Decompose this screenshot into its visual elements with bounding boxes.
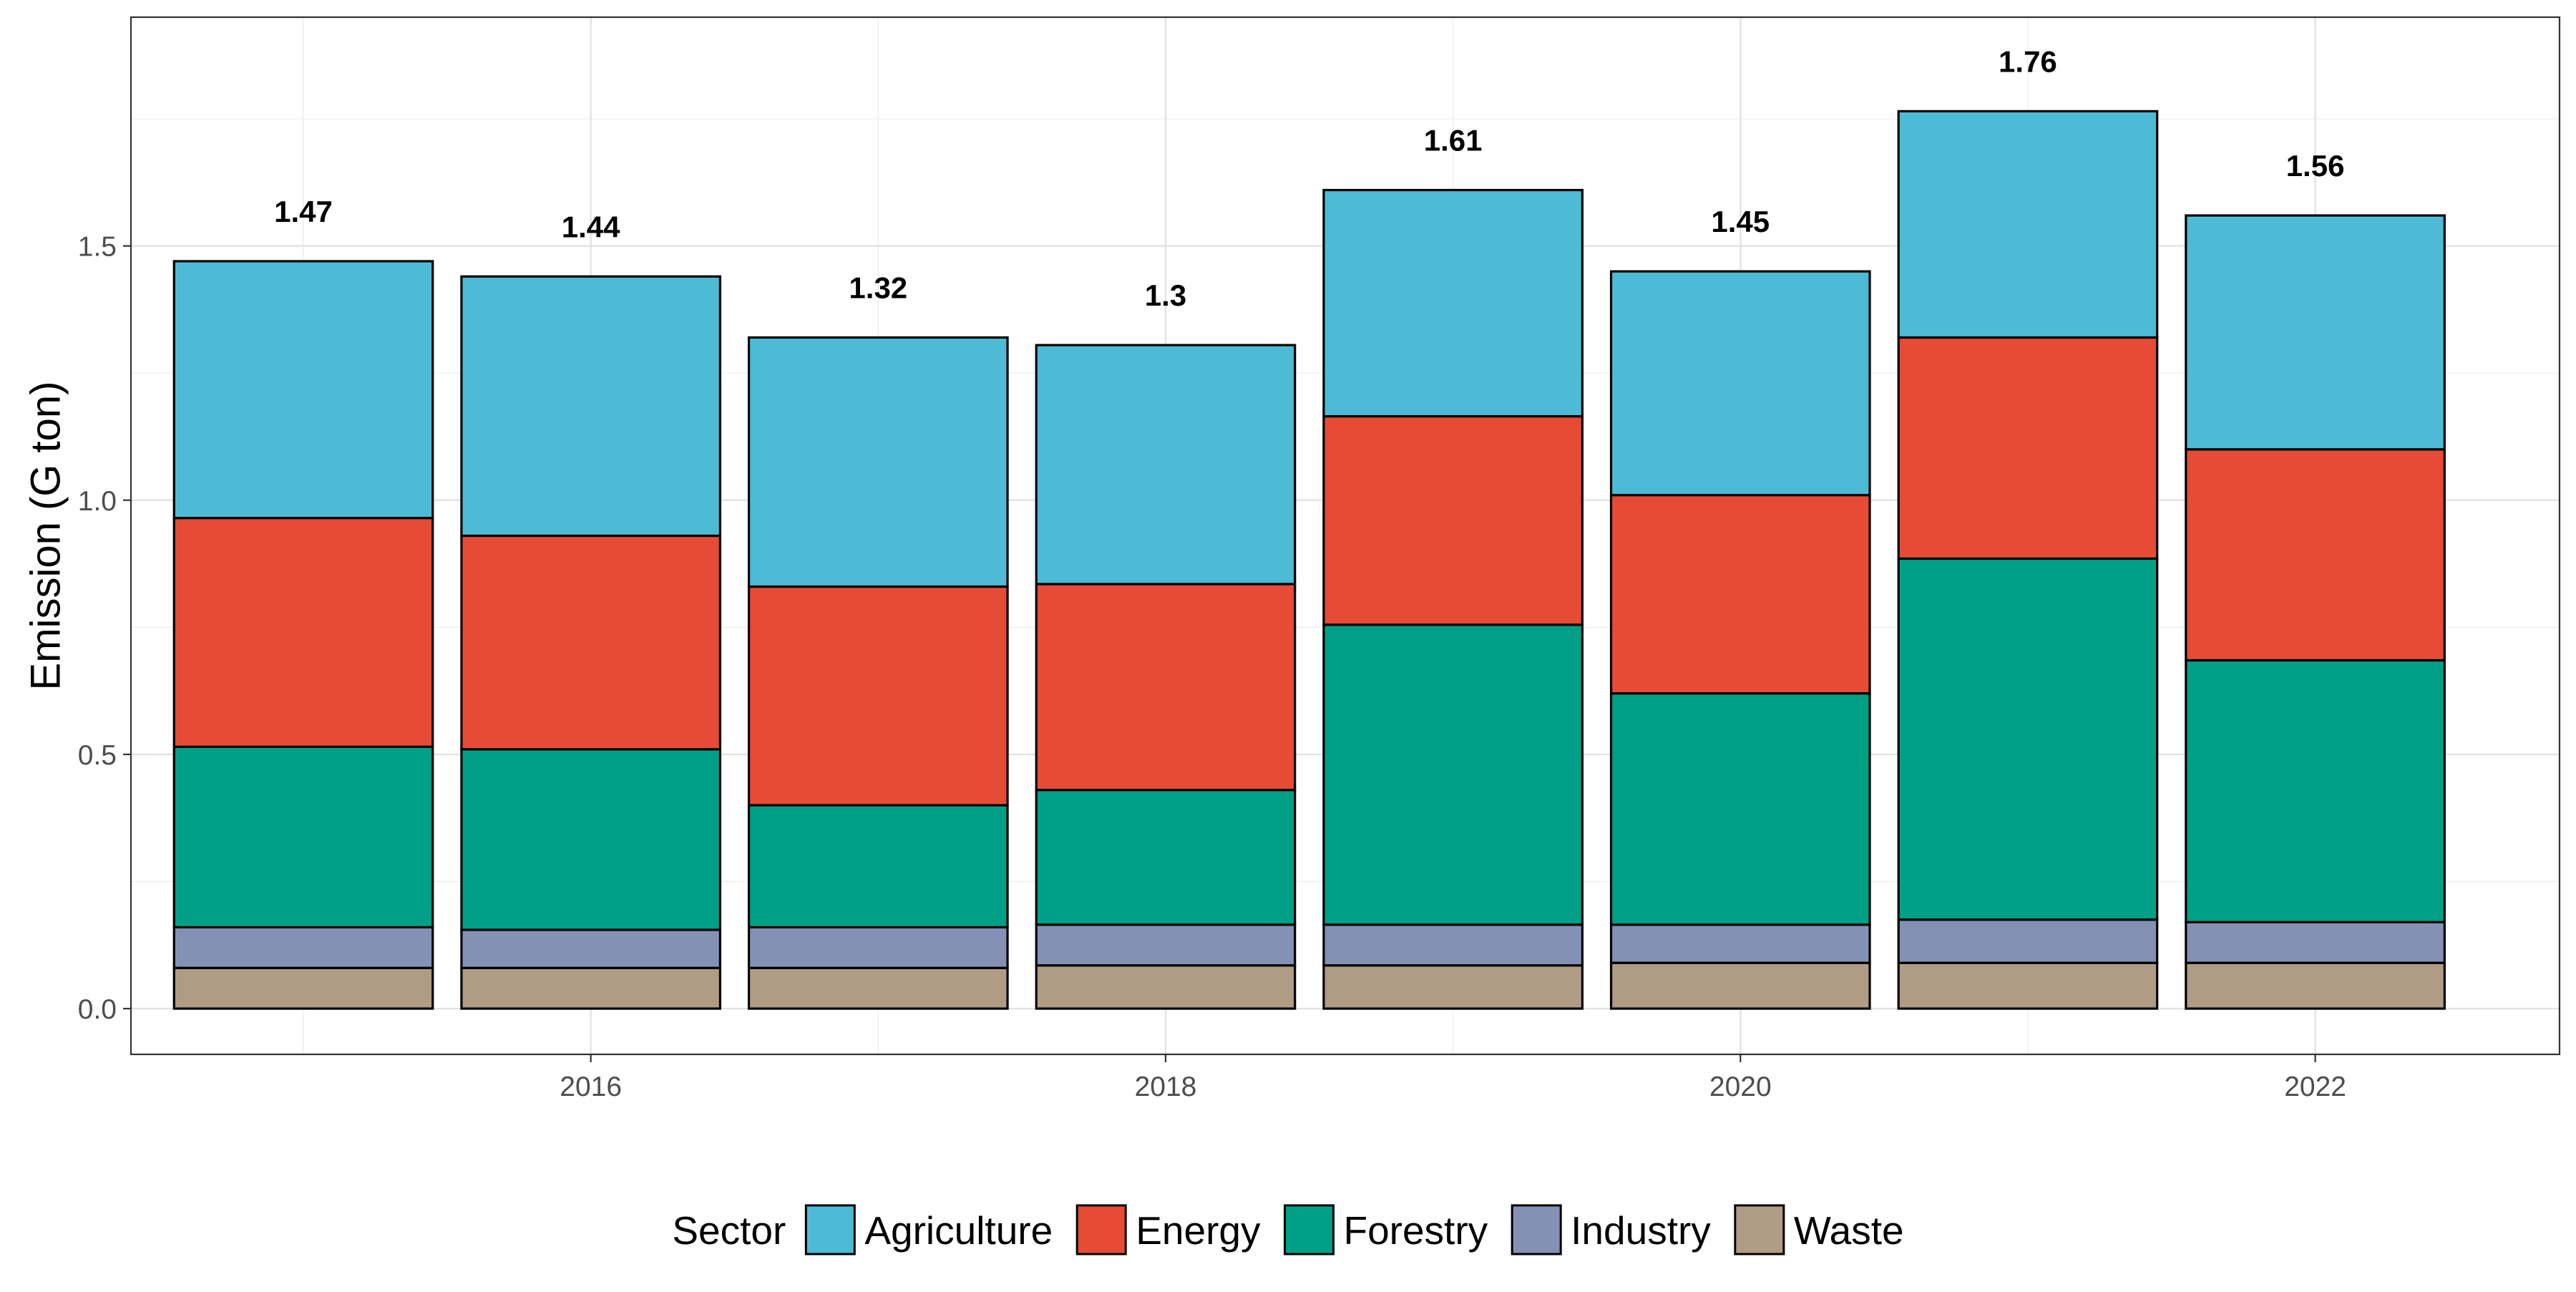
y-tick-label: 0.0 (78, 994, 117, 1025)
bar-segment-waste (1322, 964, 1584, 1010)
legend-key-forestry (1283, 1204, 1335, 1255)
bar-segment-agriculture (1897, 110, 2159, 339)
bar-segment-industry (1897, 918, 2159, 964)
x-tick-label: 2022 (2284, 1072, 2346, 1102)
bars-group (172, 110, 2446, 1010)
panel-border (130, 16, 2561, 1056)
bar-segment-energy (1322, 414, 1584, 626)
total-labels-group: 1.47 1.44 1.32 1.3 1.61 1.45 1.76 1.56 (274, 44, 2344, 312)
bar-segment-waste (747, 966, 1009, 1010)
bar-segment-agriculture (172, 260, 434, 520)
legend-label-agriculture: Agriculture (864, 1208, 1053, 1253)
bar-segment-energy (747, 585, 1009, 807)
legend-label-waste: Waste (1794, 1208, 1904, 1253)
legend-key-waste (1734, 1204, 1785, 1255)
bar-segment-industry (1035, 923, 1297, 967)
y-axis: 0.0 0.5 1.0 1.5 (78, 232, 131, 1025)
legend: Sector Agriculture Energy Forestry Industry W… (672, 1204, 1904, 1255)
y-axis-label: Emission (G ton) (22, 382, 69, 691)
bar-segment-waste (172, 966, 434, 1010)
bar-segment-waste (1609, 961, 1871, 1010)
bar-segment-agriculture (460, 275, 721, 538)
x-tick-label: 2020 (1709, 1072, 1772, 1102)
bar-segment-energy (1609, 494, 1871, 695)
bar-segment-energy (172, 517, 434, 748)
x-axis: 2016 2018 2020 2022 (560, 1054, 2346, 1102)
bar-segment-waste (1897, 961, 2159, 1010)
x-tick-label: 2016 (560, 1072, 622, 1102)
y-tick-label: 1.0 (78, 486, 117, 517)
bar-segment-industry (460, 928, 721, 969)
bar-segment-industry (1322, 923, 1584, 967)
total-label: 1.45 (1711, 205, 1770, 238)
total-label: 1.44 (562, 210, 620, 243)
bar-segment-forestry (1609, 692, 1871, 926)
bar-segment-agriculture (1035, 344, 1297, 586)
x-tick-label: 2018 (1135, 1072, 1197, 1102)
total-label: 1.3 (1145, 278, 1186, 312)
bar-segment-waste (2185, 961, 2446, 1010)
legend-key-industry (1511, 1204, 1562, 1255)
bar-segment-forestry (1035, 789, 1297, 926)
bar-segment-industry (1609, 923, 1871, 964)
bar-segment-agriculture (1609, 270, 1871, 497)
total-label: 1.47 (274, 195, 333, 228)
legend-key-agriculture (804, 1204, 856, 1255)
bar-segment-waste (460, 966, 721, 1010)
bar-segment-forestry (1897, 557, 2159, 921)
bar-segment-energy (1035, 583, 1297, 792)
bar-segment-forestry (2185, 659, 2446, 923)
bar-segment-forestry (1322, 623, 1584, 926)
total-label: 1.32 (849, 271, 907, 304)
legend-label-forestry: Forestry (1343, 1208, 1488, 1253)
bar-segment-forestry (172, 745, 434, 929)
total-label: 1.61 (1424, 124, 1483, 157)
bar-segment-energy (460, 534, 721, 751)
legend-title: Sector (672, 1208, 786, 1253)
bar-segment-industry (747, 926, 1009, 969)
bar-segment-forestry (747, 804, 1009, 929)
legend-label-energy: Energy (1136, 1208, 1261, 1253)
bar-segment-agriculture (2185, 214, 2446, 451)
bar-segment-agriculture (747, 336, 1009, 588)
bar-segment-energy (2185, 448, 2446, 662)
total-label: 1.56 (2286, 149, 2345, 183)
bar-segment-industry (2185, 921, 2446, 964)
total-label: 1.76 (1999, 44, 2057, 78)
legend-label-industry: Industry (1571, 1208, 1711, 1253)
bar-segment-agriculture (1322, 188, 1584, 418)
bar-segment-forestry (460, 748, 721, 931)
y-tick-label: 1.5 (78, 232, 117, 263)
y-tick-label: 0.5 (78, 740, 117, 771)
bar-segment-waste (1035, 964, 1297, 1010)
bar-segment-energy (1897, 336, 2159, 560)
bar-segment-industry (172, 926, 434, 969)
legend-key-energy (1075, 1204, 1127, 1255)
